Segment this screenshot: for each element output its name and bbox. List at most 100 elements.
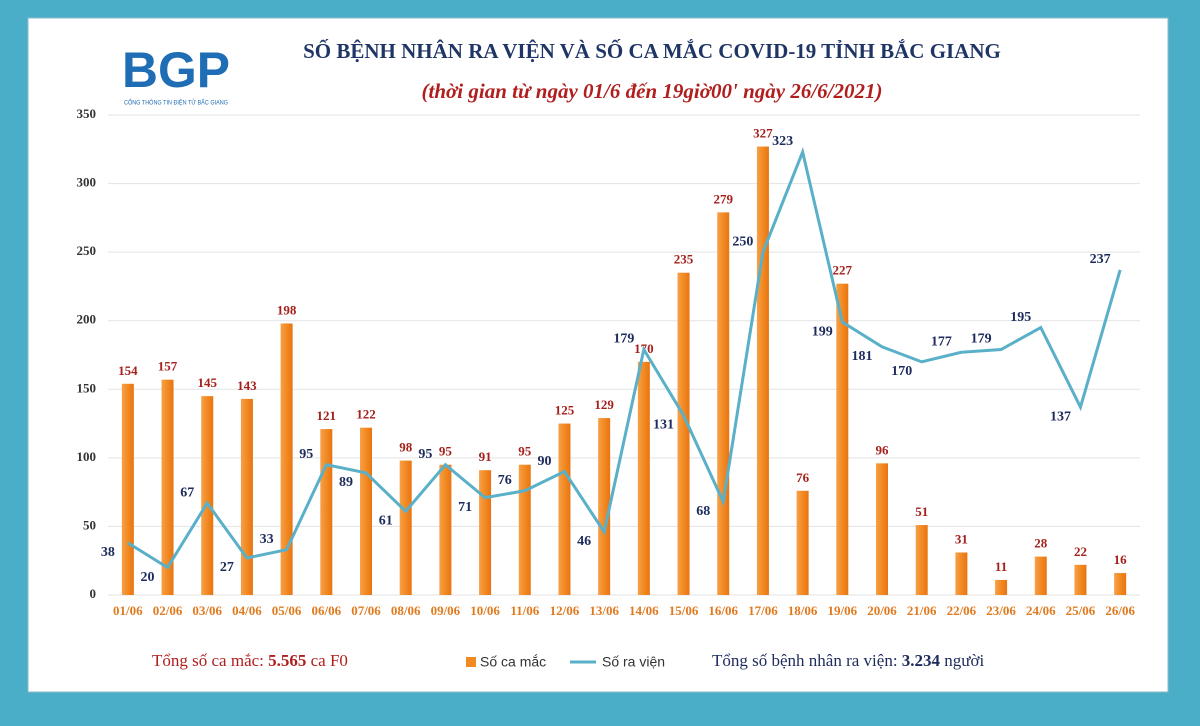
bar-value-label: 76 bbox=[796, 470, 810, 485]
bar bbox=[1034, 556, 1047, 595]
x-tick-label: 25/06 bbox=[1066, 603, 1096, 618]
line-value-label: 46 bbox=[577, 534, 591, 549]
line-value-label: 237 bbox=[1090, 252, 1111, 267]
line-value-label: 95 bbox=[299, 447, 313, 462]
x-tick-label: 13/06 bbox=[589, 603, 619, 618]
bar-value-label: 95 bbox=[439, 444, 453, 459]
line-value-label: 199 bbox=[812, 324, 833, 339]
bar-value-label: 22 bbox=[1074, 544, 1087, 559]
x-tick-label: 24/06 bbox=[1026, 603, 1056, 618]
bar-value-label: 327 bbox=[753, 126, 773, 141]
logo: BGP bbox=[122, 42, 230, 98]
x-tick-label: 15/06 bbox=[669, 603, 699, 618]
line-value-label: 170 bbox=[891, 364, 912, 379]
bar bbox=[915, 525, 928, 595]
x-tick-label: 02/06 bbox=[153, 603, 183, 618]
line-value-label: 95 bbox=[418, 447, 432, 462]
line-value-label: 67 bbox=[180, 485, 194, 500]
bar-value-label: 227 bbox=[833, 263, 853, 278]
x-tick-label: 10/06 bbox=[470, 603, 500, 618]
bar-value-label: 157 bbox=[158, 359, 178, 374]
x-tick-label: 14/06 bbox=[629, 603, 659, 618]
x-tick-label: 22/06 bbox=[947, 603, 977, 618]
cases-note: Tổng số ca mắc: 5.565 ca F0 bbox=[152, 651, 348, 670]
bar-value-label: 96 bbox=[876, 442, 890, 457]
bar-value-label: 235 bbox=[674, 252, 694, 267]
note-text: ca F0 bbox=[306, 651, 348, 670]
line-value-label: 323 bbox=[772, 134, 793, 149]
line-value-label: 181 bbox=[852, 349, 873, 364]
x-tick-label: 03/06 bbox=[192, 603, 222, 618]
y-tick-label: 250 bbox=[77, 243, 97, 258]
bar-value-label: 125 bbox=[555, 403, 575, 418]
line-value-label: 61 bbox=[379, 514, 393, 529]
bar-value-label: 98 bbox=[399, 440, 413, 455]
y-tick-label: 200 bbox=[77, 312, 97, 327]
line-value-label: 179 bbox=[971, 332, 992, 347]
x-tick-label: 08/06 bbox=[391, 603, 421, 618]
line-value-label: 33 bbox=[260, 532, 274, 547]
x-tick-label: 11/06 bbox=[510, 603, 539, 618]
bar-value-label: 95 bbox=[518, 444, 532, 459]
bar-value-label: 198 bbox=[277, 302, 297, 317]
bar bbox=[439, 464, 452, 595]
line bbox=[127, 147, 1122, 570]
bar bbox=[637, 361, 650, 595]
bar-value-label: 31 bbox=[955, 531, 968, 546]
line-value-label: 177 bbox=[931, 334, 952, 349]
y-tick-label: 100 bbox=[77, 449, 97, 464]
line-value-label: 250 bbox=[732, 234, 753, 249]
panel bbox=[27, 17, 1169, 693]
bar bbox=[518, 464, 531, 595]
line-value-label: 179 bbox=[613, 332, 634, 347]
x-tick-label: 05/06 bbox=[272, 603, 302, 618]
line-value-label: 137 bbox=[1050, 409, 1071, 424]
x-tick-label: 23/06 bbox=[986, 603, 1016, 618]
y-tick-label: 350 bbox=[77, 106, 97, 121]
x-tick-label: 17/06 bbox=[748, 603, 778, 618]
bar bbox=[399, 460, 412, 595]
line-value-label: 89 bbox=[339, 475, 353, 490]
bar-value-label: 279 bbox=[713, 191, 733, 206]
line-value-label: 68 bbox=[696, 504, 710, 519]
line-value-label: 90 bbox=[537, 454, 551, 469]
bar-value-label: 154 bbox=[118, 363, 138, 378]
note-number: 5.565 bbox=[268, 651, 306, 670]
bar bbox=[677, 272, 690, 595]
x-tick-label: 26/06 bbox=[1105, 603, 1135, 618]
bar-value-label: 11 bbox=[995, 559, 1007, 574]
note-number: 3.234 bbox=[902, 651, 941, 670]
line-value-label: 38 bbox=[101, 545, 115, 560]
bar bbox=[717, 212, 730, 595]
bar bbox=[598, 418, 611, 595]
x-tick-label: 21/06 bbox=[907, 603, 937, 618]
bar-value-label: 143 bbox=[237, 378, 257, 393]
bar bbox=[836, 283, 849, 595]
bar bbox=[796, 490, 809, 595]
x-tick-label: 20/06 bbox=[867, 603, 897, 618]
bar bbox=[876, 463, 888, 595]
bar bbox=[955, 552, 968, 595]
bar-value-label: 122 bbox=[356, 407, 376, 422]
bar-value-label: 28 bbox=[1034, 536, 1048, 551]
x-tick-label: 01/06 bbox=[113, 603, 143, 618]
legend-swatch bbox=[466, 657, 476, 667]
bar bbox=[479, 470, 492, 595]
note-text: Tổng số bệnh nhân ra viện: bbox=[712, 651, 902, 670]
legend-label: Số ra viện bbox=[602, 654, 665, 670]
x-tick-label: 12/06 bbox=[550, 603, 580, 618]
bar bbox=[558, 423, 571, 595]
bar bbox=[756, 146, 769, 596]
x-tick-label: 04/06 bbox=[232, 603, 262, 618]
bar-value-label: 51 bbox=[915, 504, 928, 519]
y-tick-label: 0 bbox=[90, 586, 97, 601]
bar-value-label: 145 bbox=[197, 375, 217, 390]
legend-label: Số ca mắc bbox=[480, 654, 546, 670]
line-value-label: 76 bbox=[498, 473, 512, 488]
x-tick-label: 19/06 bbox=[827, 603, 857, 618]
line-value-label: 20 bbox=[141, 570, 155, 585]
discharged-note: Tổng số bệnh nhân ra viện: 3.234 người bbox=[712, 651, 985, 670]
y-tick-label: 50 bbox=[83, 517, 96, 532]
y-tick-label: 300 bbox=[77, 175, 97, 190]
